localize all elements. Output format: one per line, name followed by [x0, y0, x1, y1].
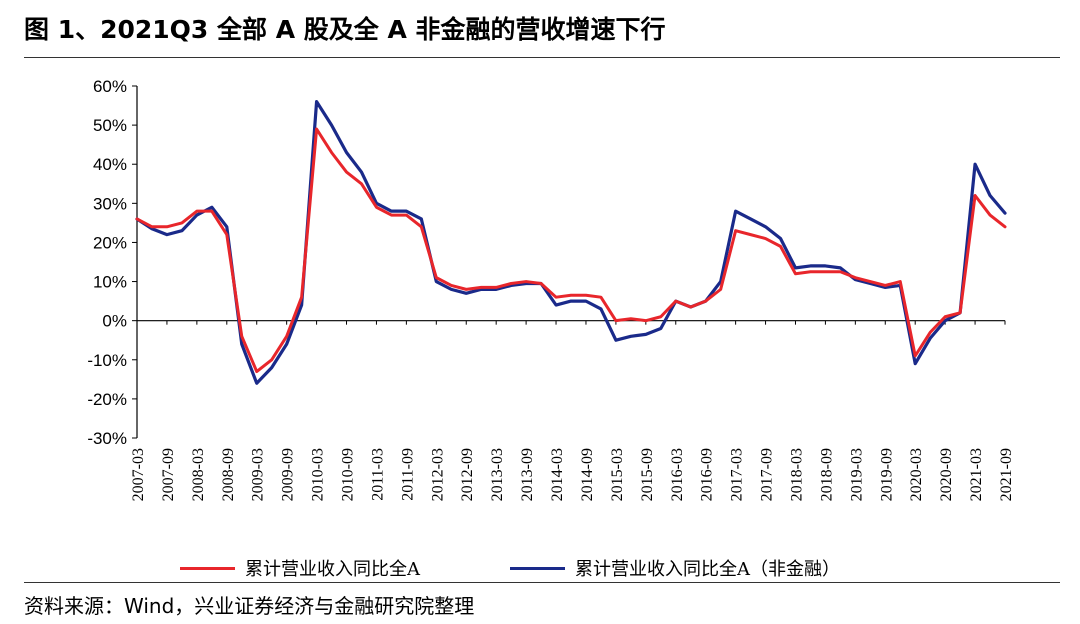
- series-line-blue: [135, 100, 1007, 385]
- y-tick-label: -30%: [87, 429, 127, 448]
- x-tick-label: 2016-03: [669, 448, 686, 501]
- x-tick-label: 2021-03: [968, 448, 985, 501]
- x-tick-label: 2008-09: [220, 448, 237, 501]
- x-tick-label: 2012-03: [429, 448, 446, 501]
- legend-swatch-blue: [510, 566, 565, 570]
- y-tick-label: 20%: [93, 233, 127, 252]
- x-tick-label: 2017-03: [729, 448, 746, 501]
- x-tick-label: 2010-09: [340, 448, 357, 501]
- legend-swatch-red: [180, 566, 235, 570]
- x-tick-label: 2011-03: [369, 448, 386, 501]
- x-tick-label: 2021-09: [998, 448, 1015, 501]
- title-divider: [24, 57, 1060, 58]
- x-tick-label: 2013-03: [489, 448, 506, 501]
- x-tick-label: 2015-03: [609, 448, 626, 501]
- y-tick-label: 0%: [102, 312, 127, 331]
- legend-label-red: 累计营业收入同比全A: [245, 559, 420, 580]
- y-tick-label: 50%: [93, 116, 127, 135]
- x-tick-label: 2007-09: [160, 448, 177, 501]
- line-chart: 60% 50% 40% 30% 20% 10% 0% -10% -20% -30%2007-03 2…: [87, 77, 1015, 501]
- x-tick-label: 2009-09: [280, 448, 297, 501]
- x-tick-label: 2010-03: [310, 448, 327, 501]
- y-tick-label: 10%: [93, 273, 127, 292]
- x-tick-label: 2008-03: [190, 448, 207, 501]
- x-tick-label: 2019-09: [878, 448, 895, 501]
- source-note: 资料来源：Wind，兴业证券经济与金融研究院整理: [24, 594, 475, 618]
- x-tick-label: 2018-09: [818, 448, 835, 501]
- x-tick-label: 2011-09: [399, 448, 416, 501]
- x-tick-label: 2014-03: [549, 448, 566, 501]
- x-tick-label: 2014-09: [579, 448, 596, 501]
- y-tick-label: 40%: [93, 155, 127, 174]
- x-tick-label: 2009-03: [250, 448, 267, 501]
- x-tick-label: 2017-09: [759, 448, 776, 501]
- x-tick-label: 2020-03: [908, 448, 925, 501]
- x-tick-label: 2013-09: [519, 448, 536, 501]
- x-tick-label: 2016-09: [699, 448, 716, 501]
- source-divider: [24, 582, 1060, 583]
- x-tick-label: 2007-03: [130, 448, 147, 501]
- series-line-red: [135, 127, 1007, 374]
- x-tick-label: 2020-09: [938, 448, 955, 501]
- y-tick-label: 30%: [93, 194, 127, 213]
- y-tick-label: -20%: [87, 390, 127, 409]
- x-tick-label: 2015-09: [639, 448, 656, 501]
- chart-title: 图 1、2021Q3 全部 A 股及全 A 非金融的营收增速下行: [24, 15, 666, 44]
- y-tick-label: -10%: [87, 351, 127, 370]
- x-tick-label: 2019-03: [848, 448, 865, 501]
- x-tick-label: 2018-03: [788, 448, 805, 501]
- legend-item-blue: 累计营业收入同比全A（非金融）: [510, 556, 840, 580]
- x-tick-label: 2012-09: [459, 448, 476, 501]
- legend-label-blue: 累计营业收入同比全A（非金融）: [575, 559, 840, 580]
- legend-item-red: 累计营业收入同比全A: [180, 556, 420, 580]
- y-tick-label: 60%: [93, 77, 127, 96]
